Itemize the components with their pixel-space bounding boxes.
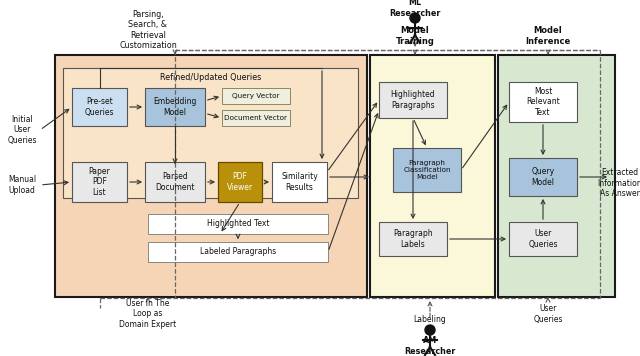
Circle shape xyxy=(425,325,435,335)
Bar xyxy=(272,162,327,202)
Text: Highlighted
Paragraphs: Highlighted Paragraphs xyxy=(390,90,435,110)
Bar xyxy=(509,158,577,196)
Text: PDF
Viewer: PDF Viewer xyxy=(227,172,253,192)
Bar xyxy=(393,148,461,192)
Text: Query
Model: Query Model xyxy=(531,167,555,187)
Text: Extracted
Information
As Answer: Extracted Information As Answer xyxy=(598,168,640,198)
Bar xyxy=(218,162,262,202)
Bar xyxy=(145,88,205,126)
Bar xyxy=(55,55,367,297)
Text: Paragraph
Labels: Paragraph Labels xyxy=(393,229,433,249)
Bar xyxy=(222,110,290,126)
Text: Model
Training: Model Training xyxy=(396,26,435,46)
Text: User
Queries: User Queries xyxy=(528,229,557,249)
Bar xyxy=(370,55,495,297)
Text: Parsing,
Search, &
Retrieval
Customization: Parsing, Search, & Retrieval Customizati… xyxy=(119,10,177,50)
Bar xyxy=(222,88,290,104)
Circle shape xyxy=(410,13,420,23)
Text: Model
Inference: Model Inference xyxy=(525,26,571,46)
Bar xyxy=(63,68,358,198)
Text: Parsed
Document: Parsed Document xyxy=(156,172,195,192)
Text: ML
Researcher: ML Researcher xyxy=(389,0,441,18)
Text: Labeling: Labeling xyxy=(413,315,446,325)
Bar xyxy=(148,214,328,234)
Text: Manual
Upload: Manual Upload xyxy=(8,175,36,195)
Text: User In The
Loop as
Domain Expert: User In The Loop as Domain Expert xyxy=(120,299,177,329)
Bar xyxy=(379,82,447,118)
Bar xyxy=(145,162,205,202)
Text: AM
Researcher: AM Researcher xyxy=(404,336,456,356)
Text: Most
Relevant
Text: Most Relevant Text xyxy=(526,87,560,117)
Text: Paper
PDF
List: Paper PDF List xyxy=(88,167,110,197)
Text: Document Vector: Document Vector xyxy=(225,115,287,121)
Text: Similarity
Results: Similarity Results xyxy=(281,172,318,192)
Text: Query Vector: Query Vector xyxy=(232,93,280,99)
Text: Initial
User
Queries: Initial User Queries xyxy=(7,115,36,145)
Bar xyxy=(509,222,577,256)
Bar xyxy=(509,82,577,122)
Text: Refined/Updated Queries: Refined/Updated Queries xyxy=(160,73,261,83)
Text: User
Queries: User Queries xyxy=(533,304,563,324)
Bar xyxy=(148,242,328,262)
Text: Paragraph
Classification
Model: Paragraph Classification Model xyxy=(403,160,451,180)
Bar xyxy=(498,55,615,297)
Bar xyxy=(72,88,127,126)
Text: Embedding
Model: Embedding Model xyxy=(154,97,196,117)
Text: Highlighted Text: Highlighted Text xyxy=(207,220,269,229)
Bar xyxy=(379,222,447,256)
Text: Labeled Paragraphs: Labeled Paragraphs xyxy=(200,247,276,257)
Text: Pre-set
Queries: Pre-set Queries xyxy=(84,97,115,117)
Bar xyxy=(72,162,127,202)
